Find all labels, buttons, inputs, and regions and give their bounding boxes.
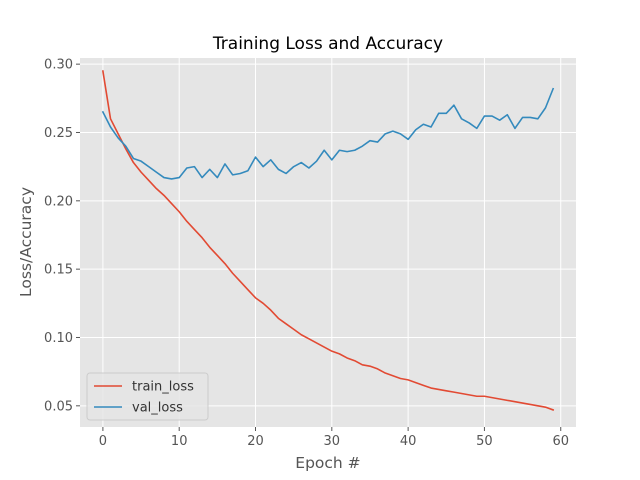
- y-tick-label: 0.10: [44, 331, 73, 346]
- x-tick-label: 60: [552, 434, 569, 449]
- x-tick-label: 30: [324, 434, 341, 449]
- series-line-val-loss: [101, 87, 555, 180]
- y-tick-label: 0.25: [44, 126, 73, 141]
- series-lines: [101, 70, 555, 411]
- gridlines: [80, 58, 576, 427]
- plot-area: [80, 58, 576, 427]
- y-axis-ticks: 0.05 0.10 0.15 0.20 0.25 0.30: [44, 58, 80, 414]
- legend-label-train-loss: train_loss: [132, 380, 194, 395]
- chart-title: Training Loss and Accuracy: [212, 34, 443, 54]
- y-tick-label: 0.30: [44, 58, 73, 73]
- y-tick-label: 0.15: [44, 263, 73, 278]
- y-tick-label: 0.20: [44, 194, 73, 209]
- legend-box: [86, 372, 209, 421]
- x-tick-label: 50: [476, 434, 493, 449]
- x-axis-label: Epoch #: [295, 454, 360, 472]
- y-tick-label: 0.05: [44, 399, 73, 414]
- x-tick-label: 10: [171, 434, 188, 449]
- legend-label-val-loss: val_loss: [132, 401, 183, 416]
- x-axis-ticks: 0 10 20 30 40 50 60: [99, 427, 569, 449]
- series-line-train-loss: [101, 70, 555, 411]
- legend: train_loss val_loss: [86, 372, 209, 421]
- x-tick-label: 0: [99, 434, 107, 449]
- x-tick-label: 20: [247, 434, 264, 449]
- y-axis-label: Loss/Accuracy: [17, 187, 35, 297]
- x-tick-label: 40: [400, 434, 417, 449]
